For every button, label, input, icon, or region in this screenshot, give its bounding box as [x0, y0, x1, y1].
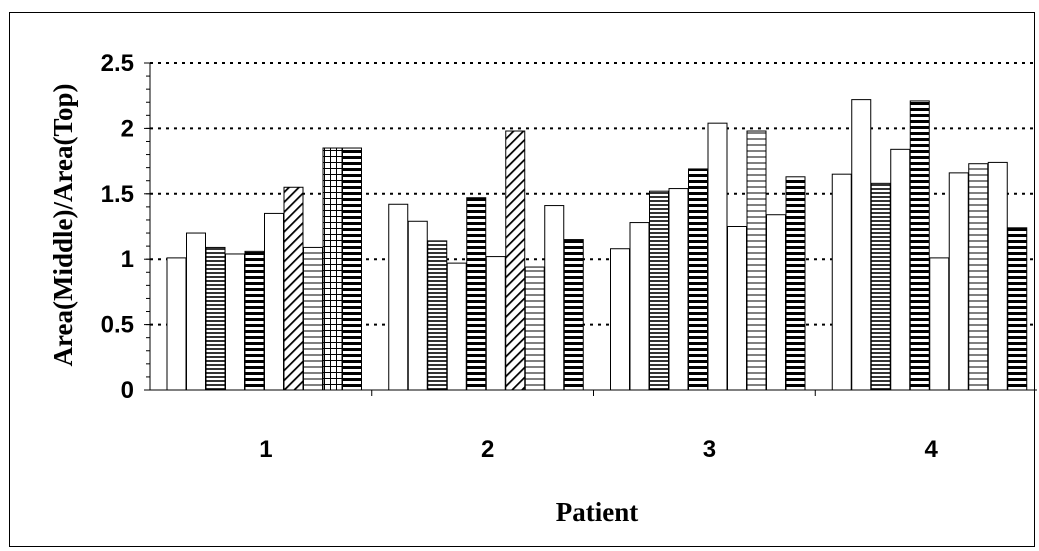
- bar: [688, 168, 708, 391]
- bar: [205, 246, 226, 391]
- x-tick-label: 3: [703, 436, 716, 463]
- bar: [766, 214, 786, 391]
- bars: [166, 99, 1028, 391]
- bar: [649, 190, 669, 391]
- bar: [342, 147, 362, 391]
- y-tick-label: 2.5: [101, 50, 134, 77]
- bar: [264, 212, 284, 391]
- y-tick-label: 2: [121, 115, 134, 142]
- bar: [544, 205, 565, 391]
- bar: [244, 250, 265, 391]
- bar: [727, 226, 747, 391]
- bar: [909, 100, 930, 391]
- bar: [427, 240, 448, 391]
- bar: [929, 257, 950, 391]
- y-tick-label: 0.5: [101, 312, 134, 339]
- x-tick-label: 2: [481, 436, 494, 463]
- bar: [388, 203, 409, 391]
- bar: [707, 122, 728, 391]
- bar: [407, 220, 428, 391]
- bar: [948, 172, 969, 391]
- bar: [225, 253, 245, 391]
- x-tick-label: 4: [924, 436, 938, 463]
- x-tick-label: 1: [259, 436, 272, 463]
- bar: [629, 222, 650, 391]
- bar: [283, 186, 304, 391]
- bar: [668, 188, 689, 391]
- bar: [890, 148, 911, 391]
- bar: [446, 262, 467, 391]
- bar: [186, 232, 206, 391]
- y-tick-label: 1.5: [101, 181, 134, 208]
- bar: [166, 257, 187, 391]
- bar: [987, 161, 1008, 391]
- bar: [505, 130, 526, 391]
- bar: [785, 176, 806, 391]
- y-tick-label: 0: [121, 377, 134, 404]
- x-axis-label: Patient: [556, 497, 638, 527]
- bar: [610, 248, 630, 391]
- tick-labels: 0 0.5 1 1.5 2 2.5 1 2 3 4: [101, 50, 939, 463]
- bar: [303, 246, 323, 391]
- bar: [968, 163, 989, 391]
- y-tick-label: 1: [121, 246, 134, 273]
- bar: [563, 239, 584, 391]
- bar: [851, 99, 872, 391]
- bar: [831, 173, 852, 391]
- bar: [466, 197, 487, 391]
- bar: [485, 256, 506, 391]
- y-axis-label: Area(Middle)/Area(Top): [48, 84, 78, 367]
- bar: [524, 266, 545, 391]
- bar: [322, 147, 343, 391]
- bar: [746, 130, 767, 391]
- bar: [870, 182, 891, 391]
- bar: [1007, 227, 1028, 391]
